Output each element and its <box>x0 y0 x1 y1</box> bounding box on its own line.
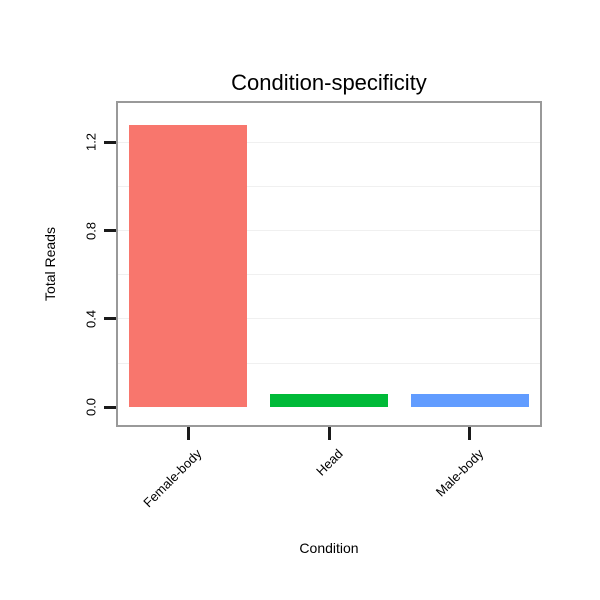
y-tick-label: 0.8 <box>83 221 99 240</box>
gridline <box>118 185 540 187</box>
gridline <box>118 362 540 364</box>
y-axis-title: Total Reads <box>42 227 58 301</box>
y-tick <box>104 405 116 409</box>
y-tick <box>104 317 116 321</box>
x-tick <box>327 427 331 440</box>
gridline <box>118 318 540 320</box>
bar-head <box>269 394 389 408</box>
x-tick-label-head: Head <box>313 446 346 479</box>
bar-female-body <box>129 124 248 408</box>
bar-male-body <box>410 394 529 408</box>
y-tick <box>104 229 116 233</box>
gridline <box>118 274 540 276</box>
x-tick-label-male-body: Male-body <box>432 446 487 500</box>
y-tick-label: 0.0 <box>83 398 99 417</box>
chart-title: Condition-specificity <box>231 70 427 95</box>
x-tick-label-female-body: Female-body <box>140 446 205 511</box>
y-tick <box>104 140 116 144</box>
x-axis-title: Condition <box>299 540 359 556</box>
gridline <box>118 230 540 232</box>
gridline <box>118 141 540 143</box>
plot-panel <box>116 101 542 427</box>
x-tick <box>186 427 190 440</box>
x-tick <box>468 427 472 440</box>
y-tick-label: 1.2 <box>83 133 99 152</box>
y-tick-label: 0.4 <box>83 309 99 329</box>
